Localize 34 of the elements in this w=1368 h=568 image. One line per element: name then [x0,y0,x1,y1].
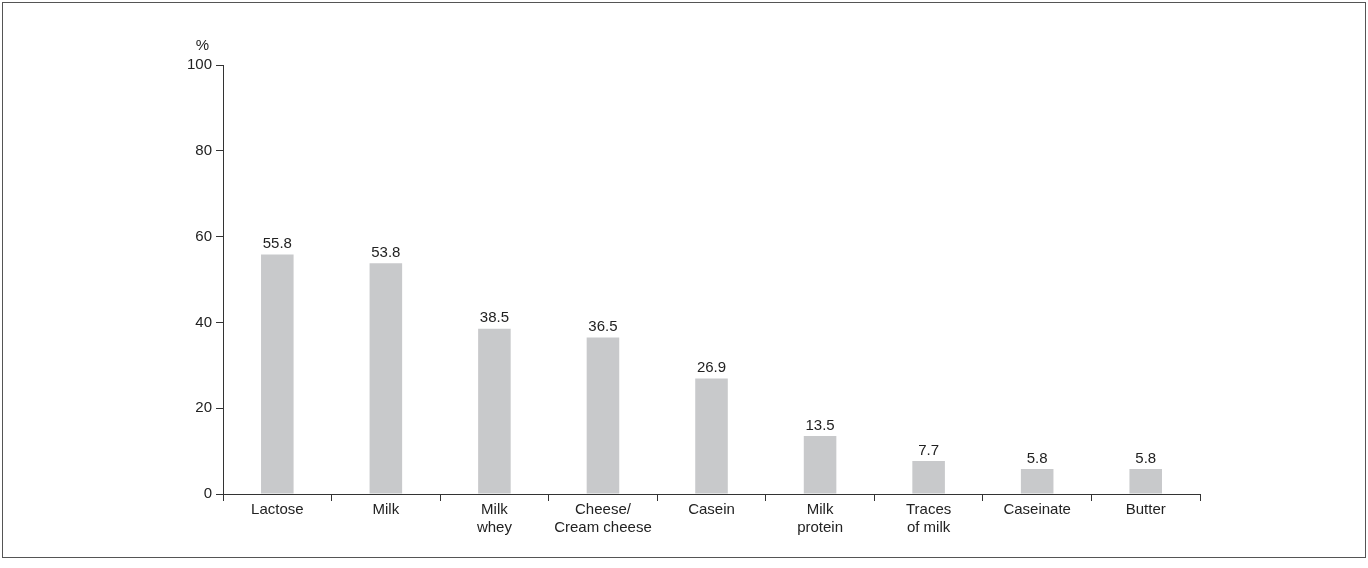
y-tick-label: 0 [203,484,213,502]
x-tick-label: Milk [372,500,400,518]
data-label: 36.5 [588,317,618,335]
x-tick-label: Lactose [251,500,304,518]
data-label: 5.8 [1135,448,1157,466]
bar [1129,469,1163,494]
data-label: 13.5 [805,415,835,433]
bar [478,328,511,494]
data-label: 38.5 [479,308,510,326]
bar [803,436,837,494]
x-tick-label: Casein [688,500,735,518]
data-label: 55.8 [262,234,292,252]
y-tick-label: 40 [195,312,213,330]
bar [912,460,945,494]
data-label: 53.8 [371,242,401,260]
x-tick-label: Caseinate [1003,500,1071,518]
bar [695,378,728,494]
data-label: 26.9 [696,358,727,376]
x-tick-label: Cheese/ Cream cheese [554,500,652,536]
y-tick-label: 20 [195,398,213,416]
x-tick-label: Traces of milk [905,500,952,536]
y-tick-label: 100 [187,55,213,73]
data-label: 5.8 [1026,448,1048,466]
y-axis-title: % [195,35,210,53]
bar [261,254,294,494]
data-label: 7.7 [918,440,940,458]
x-tick-label: Butter [1125,500,1166,518]
bar [369,263,403,494]
y-tick-label: 60 [195,226,213,244]
y-tick-label: 80 [195,140,213,158]
x-tick-label: Milk whey [475,500,513,536]
x-tick-label: Milk protein [797,500,843,536]
bar [1020,469,1054,494]
bar [586,337,620,494]
